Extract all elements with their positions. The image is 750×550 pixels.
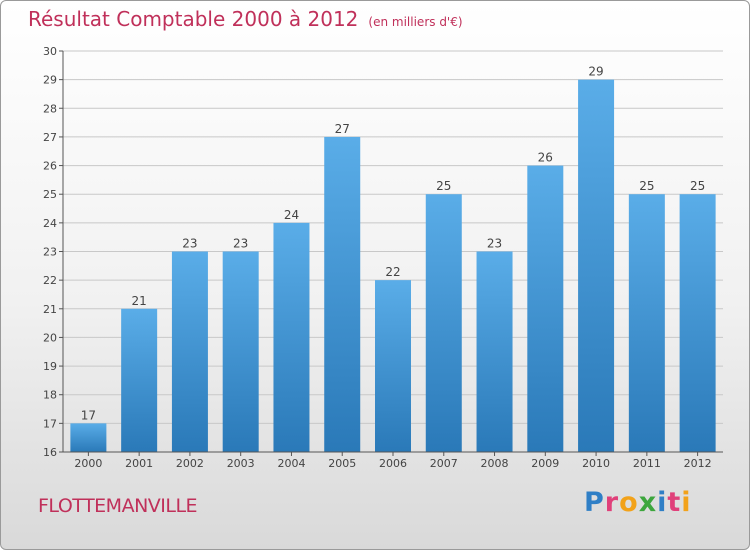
- value-label: 22: [385, 265, 400, 279]
- y-tick-label: 21: [43, 303, 57, 316]
- x-tick-label: 2002: [176, 457, 204, 470]
- bar-2006: [375, 280, 411, 452]
- y-tick-label: 30: [43, 45, 57, 58]
- chart-title: Résultat Comptable 2000 à 2012: [28, 7, 359, 31]
- value-label: 26: [538, 151, 553, 165]
- value-label: 29: [588, 65, 603, 79]
- bar-2010: [578, 79, 615, 453]
- y-tick-label: 29: [43, 74, 57, 87]
- bar-2004: [273, 222, 310, 452]
- y-tick-label: 22: [43, 274, 57, 287]
- x-tick-label: 2003: [227, 457, 255, 470]
- axes: 16 17 18 19 20 21 22 23 24 25 26 27 28 29 30 2000 2001 20…: [43, 45, 723, 470]
- x-tick-label: 2008: [481, 457, 509, 470]
- value-label: 23: [233, 237, 248, 251]
- value-label: 17: [81, 408, 96, 422]
- bar-2012: [679, 194, 716, 452]
- y-tick-label: 18: [43, 389, 57, 402]
- chart-subtitle: (en milliers d'€): [368, 15, 463, 29]
- bar-2003: [222, 251, 259, 452]
- bar-2008: [476, 251, 513, 452]
- y-tick-label: 20: [43, 331, 57, 344]
- x-tick-label: 2010: [582, 457, 610, 470]
- y-tick-label: 26: [43, 160, 57, 173]
- x-tick-label: 2000: [74, 457, 102, 470]
- y-tick-label: 17: [43, 417, 57, 430]
- bar-2000: [70, 423, 107, 452]
- bar-2002: [171, 251, 208, 452]
- x-tick-label: 2007: [430, 457, 458, 470]
- bar-2001: [121, 308, 158, 452]
- commune-name: FLOTTEMANVILLE: [38, 495, 198, 517]
- bars: 17 21 23 23 24 27 22 25 23 26 29 25 25: [70, 65, 716, 453]
- y-tick-label: 28: [43, 102, 57, 115]
- value-label: 24: [284, 208, 299, 222]
- x-tick-label: 2011: [633, 457, 661, 470]
- y-tick-label: 25: [43, 188, 57, 201]
- value-label: 25: [639, 179, 654, 193]
- proxiti-logo: Proxiti: [584, 487, 692, 518]
- y-tick-label: 19: [43, 360, 57, 373]
- x-tick-label: 2009: [531, 457, 559, 470]
- title-row: Résultat Comptable 2000 à 2012 (en millie…: [28, 7, 463, 31]
- bar-2009: [527, 165, 564, 453]
- value-label: 25: [690, 179, 705, 193]
- bar-2011: [628, 194, 665, 452]
- x-tick-label: 2001: [125, 457, 153, 470]
- x-tick-label: 2006: [379, 457, 407, 470]
- value-label: 27: [335, 122, 350, 136]
- y-tick-label: 27: [43, 131, 57, 144]
- value-label: 25: [436, 179, 451, 193]
- x-tick-label: 2004: [277, 457, 305, 470]
- value-label: 21: [132, 294, 147, 308]
- bar-2005: [324, 136, 361, 452]
- value-label: 23: [182, 237, 197, 251]
- x-tick-label: 2005: [328, 457, 356, 470]
- x-tick-label: 2012: [684, 457, 712, 470]
- bar-2007: [425, 194, 462, 452]
- y-tick-label: 16: [43, 446, 57, 459]
- y-tick-label: 23: [43, 246, 57, 259]
- value-label: 23: [487, 237, 502, 251]
- y-tick-label: 24: [43, 217, 57, 230]
